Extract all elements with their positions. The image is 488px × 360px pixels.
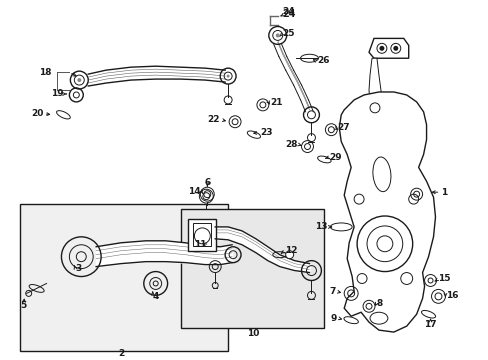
Text: 14: 14 (187, 187, 200, 196)
Text: 19: 19 (51, 90, 63, 99)
Polygon shape (368, 39, 408, 58)
Text: 2: 2 (118, 350, 124, 359)
Text: 11: 11 (193, 240, 206, 249)
Text: 29: 29 (328, 153, 341, 162)
Text: 23: 23 (259, 128, 272, 137)
Polygon shape (339, 92, 435, 332)
Text: 28: 28 (285, 140, 297, 149)
Text: 15: 15 (438, 274, 450, 283)
Text: 1: 1 (441, 188, 447, 197)
Text: 4: 4 (152, 292, 159, 301)
Text: 24: 24 (282, 7, 295, 16)
Text: 24: 24 (282, 9, 296, 19)
Text: 12: 12 (284, 246, 297, 255)
Text: 13: 13 (314, 222, 326, 231)
Circle shape (226, 75, 229, 78)
Text: 6: 6 (204, 178, 210, 187)
Ellipse shape (372, 157, 390, 192)
Text: 8: 8 (376, 299, 383, 308)
Circle shape (77, 78, 81, 82)
Text: 17: 17 (424, 320, 436, 329)
Text: 16: 16 (446, 291, 458, 300)
Text: 7: 7 (328, 287, 335, 296)
Text: 26: 26 (317, 56, 329, 65)
Bar (193, 223, 211, 246)
Text: 22: 22 (207, 115, 220, 124)
Bar (180, 209, 324, 328)
Text: 5: 5 (20, 301, 27, 310)
Circle shape (275, 33, 279, 37)
Bar (20, 204, 228, 351)
Text: 21: 21 (269, 98, 282, 107)
Circle shape (379, 46, 384, 51)
Text: 10: 10 (246, 329, 259, 338)
Text: 3: 3 (75, 264, 81, 273)
Text: 20: 20 (31, 109, 43, 118)
Bar (188, 219, 216, 251)
Text: 27: 27 (337, 123, 349, 132)
Text: 25: 25 (282, 29, 295, 38)
Text: 9: 9 (330, 314, 337, 323)
Text: 18: 18 (39, 68, 51, 77)
Circle shape (285, 251, 293, 259)
Circle shape (392, 46, 398, 51)
Polygon shape (368, 58, 382, 118)
